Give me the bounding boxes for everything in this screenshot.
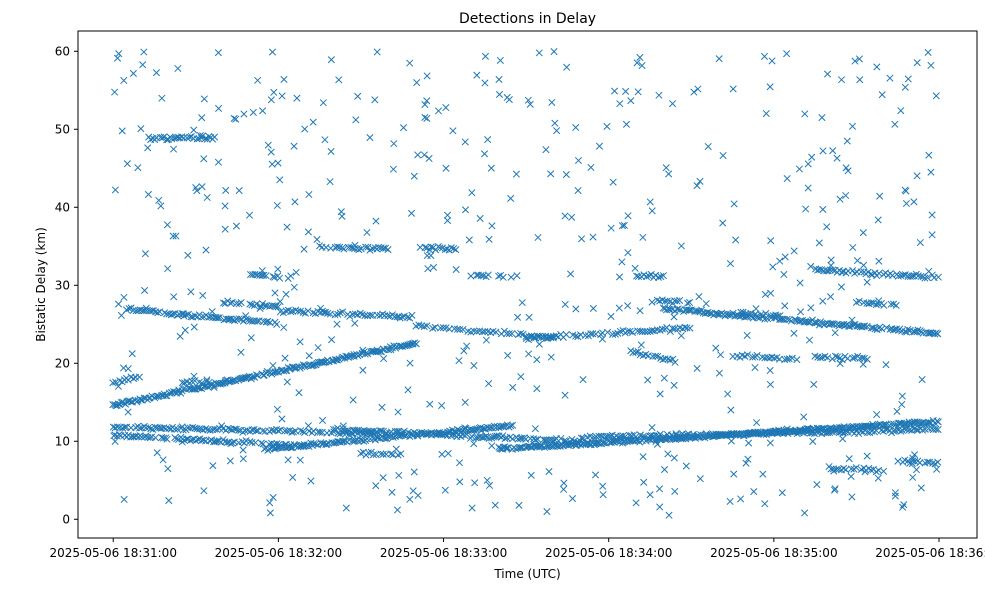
x-axis-label: Time (UTC) <box>493 567 560 581</box>
y-tick-label: 30 <box>55 278 70 292</box>
figure-background <box>0 0 985 590</box>
y-axis-label: Bistatic Delay (km) <box>34 227 48 342</box>
y-tick-label: 50 <box>55 122 70 136</box>
x-tick-label: 2025-05-06 18:35:00 <box>710 546 837 560</box>
x-tick-label: 2025-05-06 18:33:00 <box>380 546 507 560</box>
x-tick-label: 2025-05-06 18:31:00 <box>50 546 177 560</box>
y-tick-label: 0 <box>62 512 70 526</box>
x-tick-label: 2025-05-06 18:34:00 <box>545 546 672 560</box>
y-tick-label: 40 <box>55 200 70 214</box>
x-tick-label: 2025-05-06 18:36:00 <box>875 546 985 560</box>
x-tick-label: 2025-05-06 18:32:00 <box>215 546 342 560</box>
scatter-chart: Detections in Delay 2025-05-06 18:31:00 2… <box>0 0 985 590</box>
y-tick-label: 10 <box>55 434 70 448</box>
y-tick-label: 20 <box>55 356 70 370</box>
y-tick-label: 60 <box>55 44 70 58</box>
chart-title: Detections in Delay <box>459 11 596 27</box>
